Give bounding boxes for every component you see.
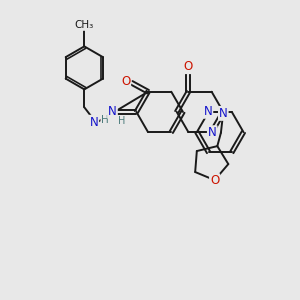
Text: O: O [184,60,193,73]
Text: H: H [118,116,125,127]
Text: N: N [89,116,98,129]
Text: N: N [219,107,228,120]
Text: N: N [208,126,217,139]
Text: H: H [101,116,109,125]
Text: O: O [121,75,130,88]
Text: N: N [108,105,117,118]
Text: O: O [210,174,219,187]
Text: N: N [204,105,212,118]
Text: CH₃: CH₃ [75,20,94,30]
